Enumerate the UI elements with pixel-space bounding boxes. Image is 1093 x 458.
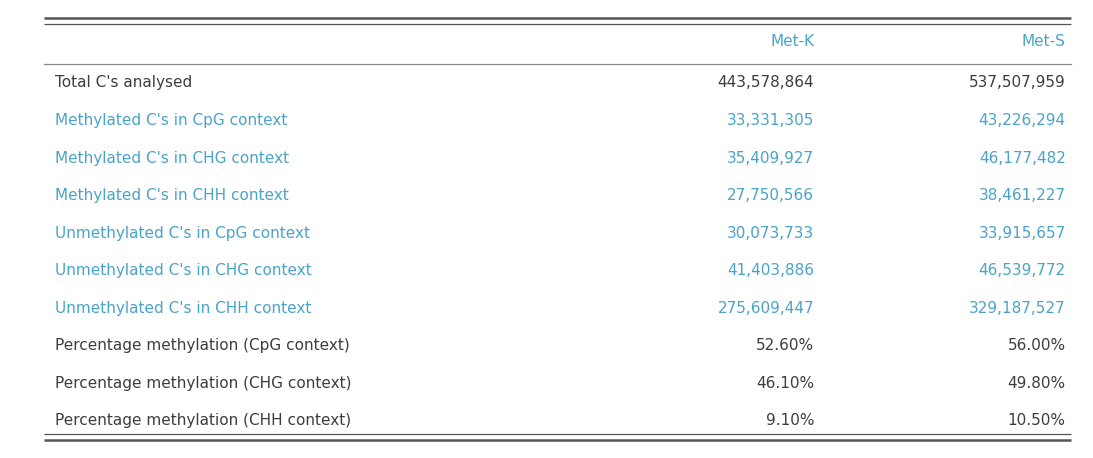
Text: 9.10%: 9.10%	[766, 414, 814, 428]
Text: 10.50%: 10.50%	[1008, 414, 1066, 428]
Text: Unmethylated C's in CpG context: Unmethylated C's in CpG context	[55, 226, 309, 240]
Text: Percentage methylation (CHH context): Percentage methylation (CHH context)	[55, 414, 351, 428]
Text: 30,073,733: 30,073,733	[727, 226, 814, 240]
Text: 443,578,864: 443,578,864	[718, 76, 814, 90]
Text: Methylated C's in CpG context: Methylated C's in CpG context	[55, 113, 287, 128]
Text: 329,187,527: 329,187,527	[969, 301, 1066, 316]
Text: Met-S: Met-S	[1022, 34, 1066, 49]
Text: Unmethylated C's in CHG context: Unmethylated C's in CHG context	[55, 263, 312, 278]
Text: 275,609,447: 275,609,447	[718, 301, 814, 316]
Text: 41,403,886: 41,403,886	[727, 263, 814, 278]
Text: Methylated C's in CHH context: Methylated C's in CHH context	[55, 188, 289, 203]
Text: 537,507,959: 537,507,959	[968, 76, 1066, 90]
Text: Unmethylated C's in CHH context: Unmethylated C's in CHH context	[55, 301, 312, 316]
Text: 38,461,227: 38,461,227	[978, 188, 1066, 203]
Text: 46.10%: 46.10%	[756, 376, 814, 391]
Text: 49.80%: 49.80%	[1008, 376, 1066, 391]
Text: Percentage methylation (CHG context): Percentage methylation (CHG context)	[55, 376, 351, 391]
Text: 35,409,927: 35,409,927	[727, 151, 814, 165]
Text: 46,177,482: 46,177,482	[979, 151, 1066, 165]
Text: Met-K: Met-K	[771, 34, 814, 49]
Text: 56.00%: 56.00%	[1008, 338, 1066, 353]
Text: 27,750,566: 27,750,566	[727, 188, 814, 203]
Text: 33,331,305: 33,331,305	[727, 113, 814, 128]
Text: 33,915,657: 33,915,657	[978, 226, 1066, 240]
Text: 46,539,772: 46,539,772	[978, 263, 1066, 278]
Text: 43,226,294: 43,226,294	[978, 113, 1066, 128]
Text: Methylated C's in CHG context: Methylated C's in CHG context	[55, 151, 289, 165]
Text: 52.60%: 52.60%	[756, 338, 814, 353]
Text: Percentage methylation (CpG context): Percentage methylation (CpG context)	[55, 338, 350, 353]
Text: Total C's analysed: Total C's analysed	[55, 76, 192, 90]
